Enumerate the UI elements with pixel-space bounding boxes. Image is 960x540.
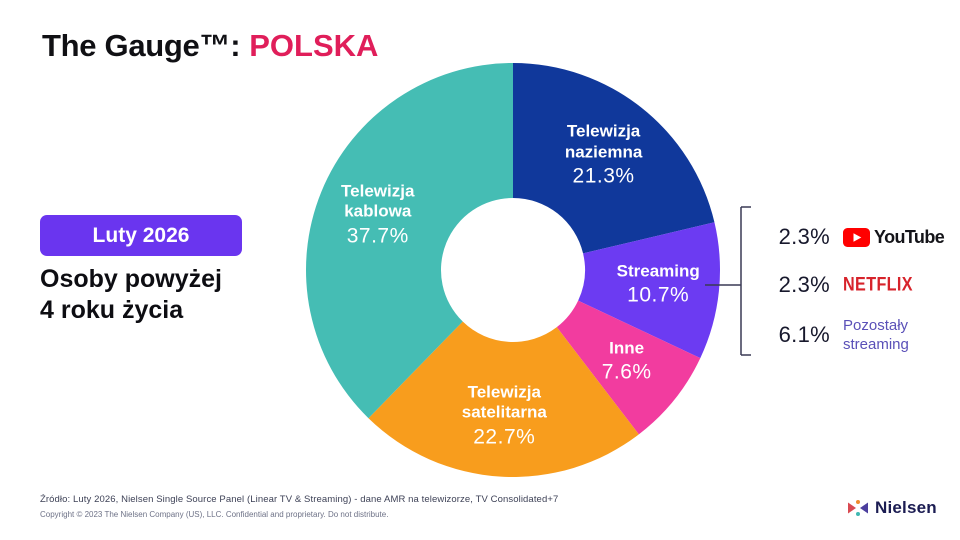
youtube-icon xyxy=(843,227,870,247)
youtube-share-value: 2.3% xyxy=(778,224,830,249)
segment-value: 7.6% xyxy=(601,360,652,384)
segment-name: Telewizja naziemna xyxy=(564,122,643,162)
other-streaming-share-value: 6.1% xyxy=(778,322,830,347)
donut-segment-inne xyxy=(556,300,701,435)
segment-value: 22.7% xyxy=(473,425,536,449)
legend-row-other-streaming: 6.1% Pozostały streaming xyxy=(758,312,909,358)
segment-name: Telewizja satelitarna xyxy=(461,382,547,422)
netflix-wordmark: NETFLIX xyxy=(843,273,913,296)
segment-value: 21.3% xyxy=(572,164,635,188)
donut-segment-telewizja-naziemna xyxy=(513,63,715,254)
page-title: The Gauge™: POLSKA xyxy=(42,28,378,64)
segment-name: Telewizja kablowa xyxy=(341,181,415,221)
nielsen-logo-text: Nielsen xyxy=(875,498,937,517)
audience-subtitle: Osoby powyżej 4 roku życia xyxy=(40,265,222,324)
copyright-note: Copyright © 2023 The Nielsen Company (US… xyxy=(40,510,389,519)
segment-name: Inne xyxy=(609,338,645,358)
nielsen-logo-icon xyxy=(848,500,868,516)
netflix-share-value: 2.3% xyxy=(778,272,830,297)
bracket-lines xyxy=(705,206,751,356)
page-title-country: POLSKA xyxy=(249,28,379,63)
donut-segment-streaming xyxy=(578,222,720,359)
page-title-prefix: The Gauge™: xyxy=(42,28,241,63)
period-badge: Luty 2026 xyxy=(40,215,242,256)
segment-label-telewizja-naziemna: Telewizja naziemna 21.3% xyxy=(565,122,642,189)
other-streaming-label: Pozostały streaming xyxy=(843,316,909,353)
source-note: Źródło: Luty 2026, Nielsen Single Source… xyxy=(40,494,559,505)
segment-value: 37.7% xyxy=(346,224,409,248)
youtube-brand: YouTube xyxy=(843,226,945,248)
segment-label-telewizja-kablowa: Telewizja kablowa 37.7% xyxy=(341,181,414,248)
segment-name: Streaming xyxy=(616,261,700,281)
segment-value: 10.7% xyxy=(627,284,690,308)
legend-row-youtube: 2.3% YouTube xyxy=(758,214,945,260)
legend-row-netflix: 2.3% NETFLIX xyxy=(758,262,917,308)
segment-label-inne: Inne 7.6% xyxy=(602,338,652,385)
nielsen-logo: Nielsen xyxy=(846,498,937,518)
segment-label-telewizja-satelitarna: Telewizja satelitarna 22.7% xyxy=(462,382,547,449)
segment-label-streaming: Streaming 10.7% xyxy=(617,262,700,309)
youtube-wordmark: YouTube xyxy=(874,226,945,247)
donut-segment-telewizja-satelitarna xyxy=(368,321,639,478)
donut-segment-telewizja-kablowa xyxy=(305,63,513,419)
